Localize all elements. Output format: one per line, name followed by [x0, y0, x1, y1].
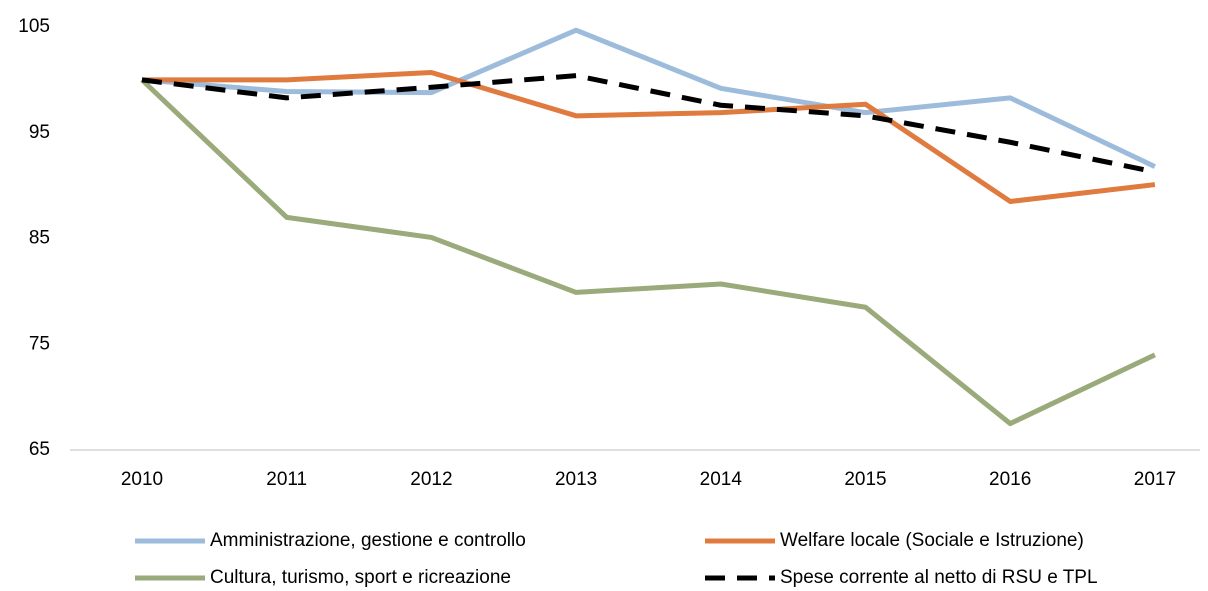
x-tick-label: 2016 [989, 469, 1031, 490]
legend-label: Amministrazione, gestione e controllo [210, 530, 526, 551]
x-tick-label: 2010 [121, 469, 163, 490]
x-tick-label: 2014 [700, 469, 743, 490]
y-tick-label: 65 [29, 439, 50, 460]
x-tick-label: 2011 [266, 469, 307, 490]
y-tick-label: 95 [29, 122, 50, 143]
series-line [141, 73, 1156, 175]
y-tick-label: 75 [29, 333, 50, 354]
x-tick-label: 2013 [555, 469, 597, 490]
x-tick-label: 2015 [844, 469, 886, 490]
legend-label: Spese corrente al netto di RSU e TPL [780, 567, 1098, 588]
series-line [142, 69, 1156, 204]
series-line [141, 27, 1156, 169]
x-tick-label: 2012 [410, 469, 452, 490]
y-tick-label: 105 [18, 16, 50, 37]
legend-label: Cultura, turismo, sport e ricreazione [210, 567, 511, 588]
legend-label: Welfare locale (Sociale e Istruzione) [780, 530, 1084, 551]
y-tick-label: 85 [29, 228, 50, 249]
x-tick-label: 2017 [1134, 469, 1176, 490]
series-line [140, 78, 1156, 427]
